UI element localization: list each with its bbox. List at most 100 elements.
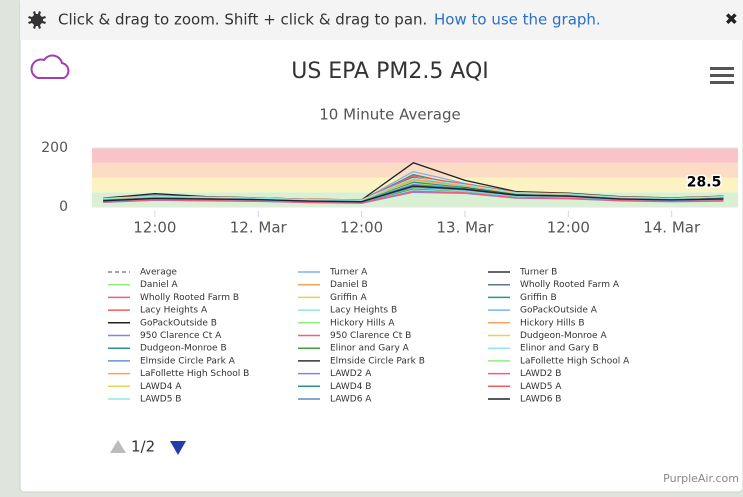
x-tick-label: 12:00 xyxy=(133,219,176,237)
legend-item[interactable]: Griffin B xyxy=(488,293,557,303)
help-link[interactable]: How to use the graph. xyxy=(434,11,601,29)
legend-label: Daniel B xyxy=(330,280,368,290)
x-tick-label: 14. Mar xyxy=(643,219,701,237)
series-group xyxy=(103,162,724,204)
close-button[interactable]: ✖ xyxy=(725,10,738,29)
legend-item[interactable]: LaFollette High School B xyxy=(108,369,249,379)
menu-bar xyxy=(710,67,734,70)
series-line xyxy=(103,185,724,203)
legend-item[interactable]: LAWD4 A xyxy=(108,382,182,392)
legend-item[interactable]: Elinor and Gary B xyxy=(488,344,599,354)
legend-label: Lacy Heights A xyxy=(140,306,208,316)
panel xyxy=(19,0,743,493)
x-tick-label: 13. Mar xyxy=(436,219,494,237)
legend-label: Dudgeon-Monroe B xyxy=(140,344,227,354)
legend-page-up[interactable] xyxy=(110,440,126,453)
y-tick-label: 0 xyxy=(59,199,68,215)
legend-item[interactable]: Daniel A xyxy=(108,280,179,290)
legend-label: LAWD6 A xyxy=(330,395,372,405)
x-tick-label: 12:00 xyxy=(340,219,383,237)
legend-item[interactable]: GoPackOutside A xyxy=(488,306,598,316)
legend-item[interactable]: Wholly Rooted Farm B xyxy=(108,293,239,303)
data-label: 28.5 xyxy=(687,175,722,191)
legend-item[interactable]: LaFollette High School A xyxy=(488,356,630,366)
aqi-band xyxy=(92,148,738,163)
legend-label: Turner B xyxy=(519,268,557,278)
legend-item[interactable]: Hickory Hills A xyxy=(298,318,395,328)
menu-bar xyxy=(710,74,734,77)
menu-bar xyxy=(710,81,734,84)
x-tick-label: 12:00 xyxy=(547,219,590,237)
legend-label: Griffin B xyxy=(520,293,557,303)
aqi-band xyxy=(92,162,738,178)
legend-item[interactable]: LAWD6 B xyxy=(488,395,561,405)
series-line xyxy=(103,177,724,201)
y-tick-label: 200 xyxy=(41,140,68,156)
legend-label: Dudgeon-Monroe A xyxy=(520,331,607,341)
legend-item[interactable]: Dudgeon-Monroe B xyxy=(108,344,227,354)
legend-item[interactable]: LAWD6 A xyxy=(298,395,372,405)
legend-item[interactable]: Hickory Hills B xyxy=(488,318,585,328)
legend-item[interactable]: Wholly Rooted Farm A xyxy=(488,280,620,290)
credit[interactable]: PurpleAir.com xyxy=(663,472,739,485)
legend-item[interactable]: 950 Clarence Ct A xyxy=(108,331,222,341)
cloud-icon xyxy=(30,54,70,79)
series-line xyxy=(103,190,724,204)
menu-button[interactable] xyxy=(710,67,734,84)
legend-item[interactable]: Lacy Heights B xyxy=(298,306,397,316)
legend-item[interactable]: Average xyxy=(108,268,177,278)
legend-item[interactable]: Griffin A xyxy=(298,293,367,303)
legend-label: GoPackOutside B xyxy=(140,318,217,328)
legend-label: Turner A xyxy=(329,268,368,278)
toolbar xyxy=(20,0,743,40)
toolbar-hint: Click & drag to zoom. Shift + click & dr… xyxy=(58,11,427,29)
legend-label: Average xyxy=(140,268,177,278)
legend-item[interactable]: Daniel B xyxy=(298,280,368,290)
legend-label: Elmside Circle Park A xyxy=(140,356,236,366)
legend-label: LAWD5 B xyxy=(140,395,181,405)
legend-label: LAWD6 B xyxy=(520,395,561,405)
legend-item[interactable]: Elmside Circle Park B xyxy=(298,356,425,366)
legend-label: LaFollette High School A xyxy=(520,356,630,366)
legend-label: Hickory Hills B xyxy=(520,318,585,328)
legend-label: Wholly Rooted Farm A xyxy=(520,280,620,290)
legend-item[interactable]: Turner B xyxy=(488,268,557,278)
chart-title: US EPA PM2.5 AQI xyxy=(291,59,489,84)
legend-label: Elmside Circle Park B xyxy=(330,356,425,366)
legend-label: GoPackOutside A xyxy=(520,306,598,316)
legend-label: Wholly Rooted Farm B xyxy=(140,293,239,303)
legend-label: LAWD4 B xyxy=(330,382,371,392)
legend-item[interactable]: LAWD4 B xyxy=(298,382,371,392)
legend-item[interactable]: Lacy Heights A xyxy=(108,306,208,316)
legend-item[interactable]: LAWD2 B xyxy=(488,369,561,379)
legend-label: Hickory Hills A xyxy=(330,318,395,328)
legend-item[interactable]: Turner A xyxy=(298,268,368,278)
legend-item[interactable]: LAWD5 A xyxy=(488,382,562,392)
legend-label: LAWD2 B xyxy=(520,369,561,379)
legend-label: Daniel A xyxy=(140,280,179,290)
legend-label: Lacy Heights B xyxy=(330,306,397,316)
legend-item[interactable]: Dudgeon-Monroe A xyxy=(488,331,607,341)
legend-label: Elinor and Gary A xyxy=(330,344,410,354)
legend-label: 950 Clarence Ct A xyxy=(140,331,222,341)
chart-subtitle: 10 Minute Average xyxy=(319,106,460,124)
legend-item[interactable]: Elmside Circle Park A xyxy=(108,356,236,366)
legend-label: 950 Clarence Ct B xyxy=(330,331,411,341)
legend-item[interactable]: LAWD5 B xyxy=(108,395,181,405)
x-tick-label: 12. Mar xyxy=(230,219,288,237)
legend-label: LAWD5 A xyxy=(520,382,562,392)
legend-item[interactable]: 950 Clarence Ct B xyxy=(298,331,411,341)
legend-label: LaFollette High School B xyxy=(140,369,249,379)
legend-label: LAWD2 A xyxy=(330,369,372,379)
gear-icon xyxy=(28,11,46,29)
legend-item[interactable]: GoPackOutside B xyxy=(108,318,217,328)
legend-label: Elinor and Gary B xyxy=(520,344,599,354)
legend-item[interactable]: LAWD2 A xyxy=(298,369,372,379)
legend-label: LAWD4 A xyxy=(140,382,182,392)
legend-page-down[interactable] xyxy=(170,441,186,455)
legend-item[interactable]: Elinor and Gary A xyxy=(298,344,410,354)
legend-label: Griffin A xyxy=(330,293,367,303)
legend-page: 1/2 xyxy=(131,438,155,456)
